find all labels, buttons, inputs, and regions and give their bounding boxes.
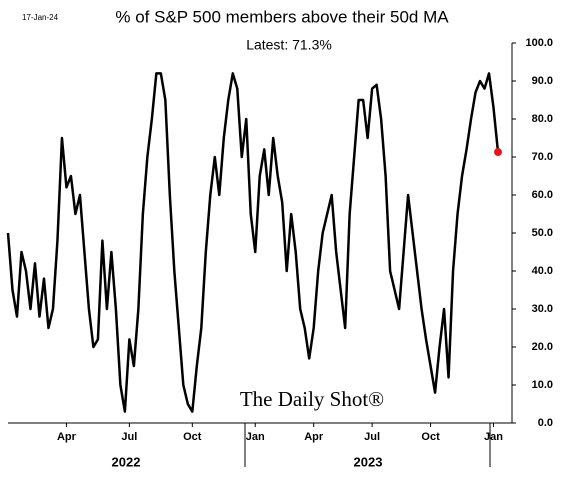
y-tick-label: 50.0: [532, 227, 553, 239]
data-line: [6, 72, 500, 413]
y-tick-label: 80.0: [532, 113, 553, 125]
y-tick-label: 100.0: [525, 37, 553, 49]
last-point: [494, 148, 502, 157]
brand-watermark: The Daily Shot®: [240, 387, 384, 411]
x-tick-label: Jul: [121, 431, 137, 443]
x-tick-label: Oct: [183, 431, 202, 443]
y-tick-label: 60.0: [532, 189, 553, 201]
y-tick-label: 90.0: [532, 75, 553, 87]
latest-annotation: Latest: 71.3%: [246, 37, 332, 53]
x-tick-label: Apr: [304, 431, 324, 443]
y-tick-label: 70.0: [532, 151, 553, 163]
year-label: 2022: [112, 454, 141, 469]
x-tick-label: Jan: [246, 431, 265, 443]
chart-title: % of S&P 500 members above their 50d MA: [115, 7, 449, 26]
y-tick-label: 0.0: [538, 417, 553, 429]
x-tick-label: Apr: [57, 431, 77, 443]
year-label: 2023: [354, 454, 383, 469]
y-tick-label: 40.0: [532, 265, 553, 277]
y-tick-label: 10.0: [532, 379, 553, 391]
date-stamp: 17-Jan-24: [22, 13, 59, 22]
y-tick-label: 20.0: [532, 341, 553, 353]
x-tick-label: Oct: [421, 431, 440, 443]
x-tick-label: Jul: [364, 431, 380, 443]
x-tick-label: Jan: [484, 431, 503, 443]
y-tick-label: 30.0: [532, 303, 553, 315]
